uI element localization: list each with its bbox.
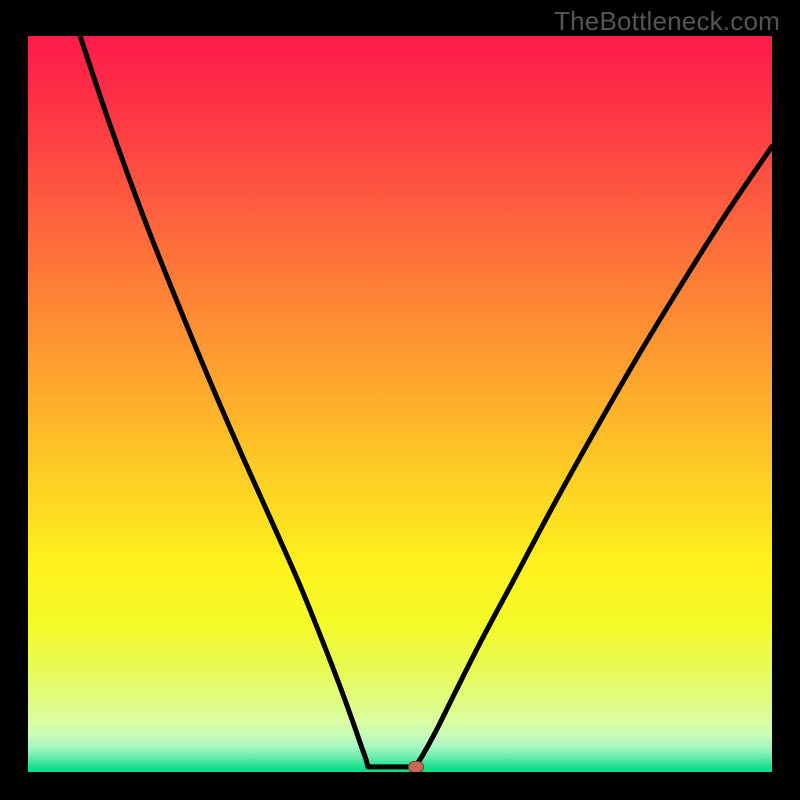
watermark-text: TheBottleneck.com xyxy=(554,6,780,37)
curve-left xyxy=(80,36,368,767)
plot-area xyxy=(28,36,772,772)
chart-container: TheBottleneck.com xyxy=(0,0,800,800)
bottleneck-marker xyxy=(408,761,423,772)
curve-svg xyxy=(28,36,772,772)
curve-right xyxy=(415,146,772,766)
